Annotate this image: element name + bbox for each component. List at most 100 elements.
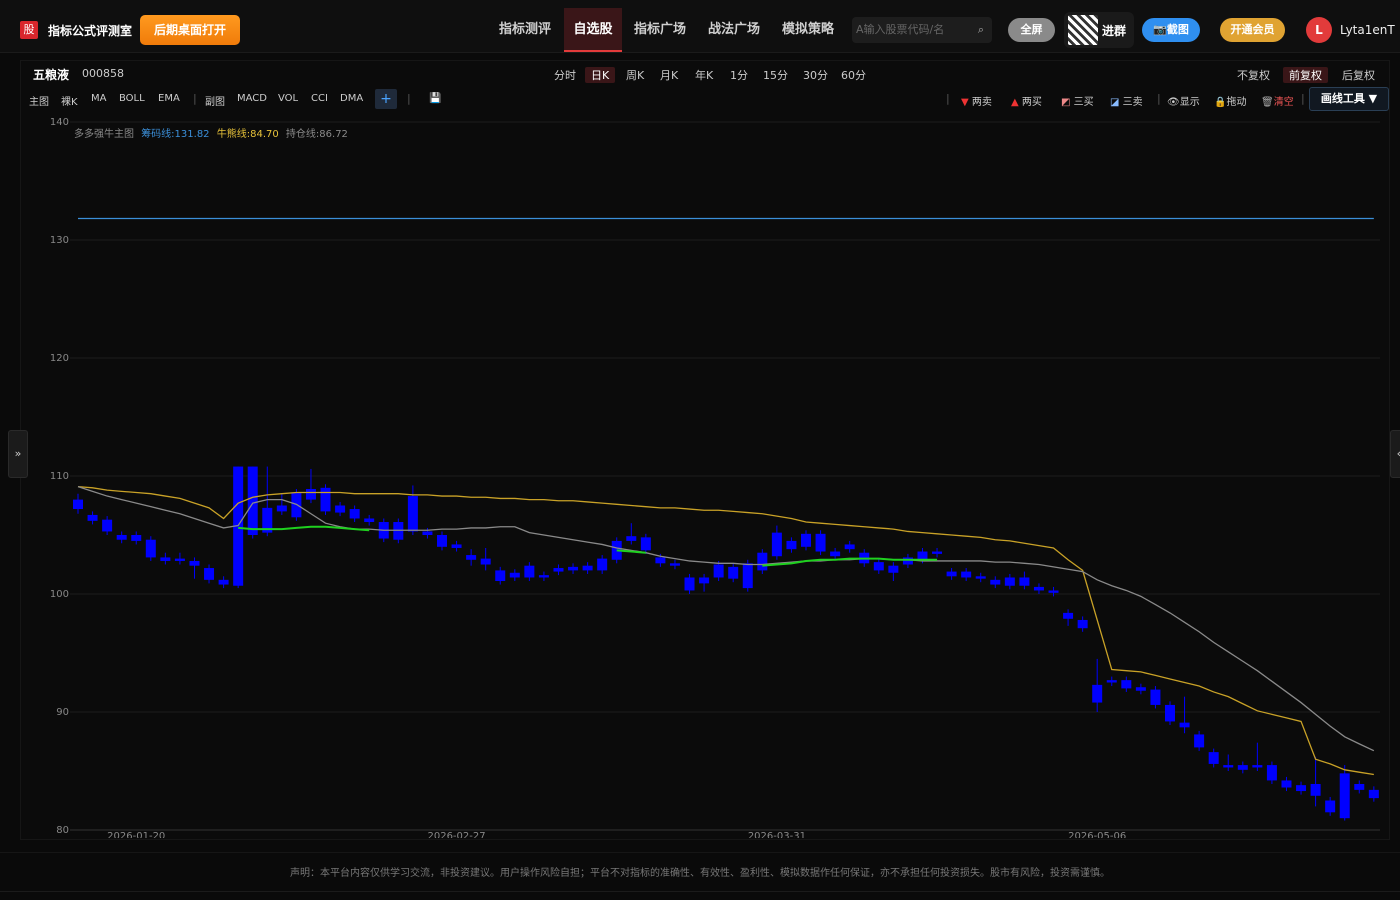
add-indicator[interactable]: + bbox=[375, 89, 397, 109]
candle-body bbox=[1033, 586, 1044, 591]
x-tick-label: 2026-03-31 bbox=[748, 831, 806, 842]
candle-body bbox=[335, 505, 346, 513]
candle-body bbox=[1339, 773, 1350, 819]
tool[interactable]: 👁显示 bbox=[1167, 93, 1200, 108]
legend-item: 筹码线:131.82 bbox=[141, 129, 210, 140]
signal[interactable]: ◪ 三卖 bbox=[1110, 93, 1143, 108]
candle-body bbox=[1019, 577, 1030, 586]
user-name[interactable]: Lyta1enT bbox=[1340, 23, 1395, 37]
candle-body bbox=[174, 558, 185, 561]
candle-body bbox=[946, 571, 957, 577]
candle-body bbox=[349, 509, 360, 519]
period[interactable]: 1分 bbox=[730, 69, 748, 82]
search-input[interactable]: A输入股票代码/名 ⌕ bbox=[852, 17, 992, 43]
candle-body bbox=[131, 535, 142, 541]
tool-label: 清空 bbox=[1273, 97, 1294, 108]
candle-body bbox=[742, 563, 753, 589]
period[interactable]: 分时 bbox=[554, 69, 576, 82]
signal-label: 三卖 bbox=[1122, 97, 1143, 108]
main-label: 主图 bbox=[29, 97, 49, 108]
indicator-name: 多多强牛主图 bbox=[74, 129, 134, 140]
main-indicator[interactable]: 裸K bbox=[61, 97, 78, 108]
signal-label: 两买 bbox=[1021, 97, 1042, 108]
candle-body bbox=[597, 558, 608, 571]
nav-item[interactable]: 自选股 bbox=[564, 8, 622, 52]
sub-label: 副图 bbox=[205, 97, 225, 108]
period[interactable]: 日K bbox=[585, 67, 616, 83]
tool[interactable]: 🗑清空 bbox=[1261, 93, 1294, 108]
chart-panel bbox=[20, 60, 1390, 840]
main-indicator[interactable]: BOLL bbox=[119, 93, 145, 104]
group-label[interactable]: 进群 bbox=[1102, 24, 1127, 38]
separator: | bbox=[407, 92, 411, 105]
candle-body bbox=[757, 552, 768, 571]
left-toggle[interactable]: » bbox=[8, 430, 28, 478]
icon: 👁 bbox=[1167, 97, 1180, 108]
screenshot-button[interactable]: 📷截图 bbox=[1142, 18, 1200, 42]
candle-body bbox=[582, 565, 593, 571]
main-indicator[interactable]: EMA bbox=[158, 93, 180, 104]
candle-body bbox=[801, 533, 811, 547]
main-indicator[interactable]: MA bbox=[91, 93, 107, 104]
candle-body bbox=[917, 551, 928, 560]
nav-item[interactable]: 指标广场 bbox=[633, 22, 686, 37]
icon: ◩ bbox=[1061, 97, 1074, 108]
candle-body bbox=[669, 563, 680, 566]
period[interactable]: 月K bbox=[660, 69, 679, 82]
signal[interactable]: ◩ 三买 bbox=[1061, 93, 1094, 108]
site-title: 指标公式评测室 bbox=[48, 24, 133, 38]
right-toggle[interactable]: « bbox=[1390, 430, 1400, 478]
screenshot-label: 截图 bbox=[1166, 23, 1189, 36]
sub-indicator[interactable]: CCI bbox=[311, 93, 328, 104]
period[interactable]: 周K bbox=[626, 69, 645, 82]
candle-body bbox=[495, 570, 506, 582]
indicator-line bbox=[762, 557, 938, 567]
signal[interactable]: ▲ 两买 bbox=[1011, 93, 1042, 108]
nav-item[interactable]: 模拟策略 bbox=[781, 22, 834, 37]
candle-body bbox=[73, 499, 83, 510]
vip-button[interactable]: 开通会员 bbox=[1220, 18, 1285, 42]
candle-body bbox=[1179, 722, 1190, 728]
nav-item[interactable]: 指标测评 bbox=[498, 22, 551, 37]
nav-item[interactable]: 战法广场 bbox=[707, 22, 760, 37]
sub-indicator[interactable]: DMA bbox=[340, 93, 364, 104]
signal[interactable]: ▼ 两卖 bbox=[961, 93, 992, 108]
candle-body bbox=[1092, 684, 1103, 703]
avatar[interactable]: L bbox=[1306, 17, 1332, 43]
fullscreen-button[interactable]: 全屏 bbox=[1008, 18, 1055, 42]
period[interactable]: 年K bbox=[695, 69, 714, 82]
candle-body bbox=[102, 519, 113, 532]
period[interactable]: 60分 bbox=[841, 69, 866, 82]
adjust-option[interactable]: 前复权 bbox=[1283, 67, 1328, 83]
candle-body bbox=[160, 557, 171, 561]
candle-body bbox=[1208, 752, 1219, 764]
draw-tool-button[interactable]: 画线工具 ▼ bbox=[1309, 87, 1389, 111]
candle-body bbox=[626, 536, 637, 541]
candle-body bbox=[553, 568, 564, 572]
sub-indicator[interactable]: VOL bbox=[278, 93, 299, 104]
save-icon[interactable]: 💾 bbox=[429, 93, 442, 104]
icon: ◪ bbox=[1110, 97, 1123, 108]
open-desktop-button[interactable]: 后期桌面打开 bbox=[140, 15, 240, 45]
sub-indicator[interactable]: MACD bbox=[237, 93, 267, 104]
indicator-line bbox=[77, 486, 1375, 752]
legend-item: 牛熊线:84.70 bbox=[216, 129, 279, 140]
candle-body bbox=[87, 514, 98, 521]
y-tick-label: 120 bbox=[50, 353, 69, 364]
candle-body bbox=[218, 579, 229, 585]
adjust-option[interactable]: 后复权 bbox=[1342, 69, 1375, 82]
tool-label: 显示 bbox=[1179, 97, 1200, 108]
tool[interactable]: 🔒拖动 bbox=[1214, 93, 1246, 108]
adjust-option[interactable]: 不复权 bbox=[1237, 69, 1270, 82]
candle-body bbox=[1004, 577, 1015, 586]
candle-body bbox=[844, 544, 855, 550]
period[interactable]: 30分 bbox=[803, 69, 828, 82]
search-icon[interactable]: ⌕ bbox=[977, 23, 984, 36]
candle-body bbox=[888, 565, 899, 573]
candle-body bbox=[204, 568, 215, 580]
period[interactable]: 15分 bbox=[763, 69, 788, 82]
candle-body bbox=[1077, 619, 1088, 629]
candle-body bbox=[568, 566, 579, 571]
candle-body bbox=[407, 496, 418, 532]
